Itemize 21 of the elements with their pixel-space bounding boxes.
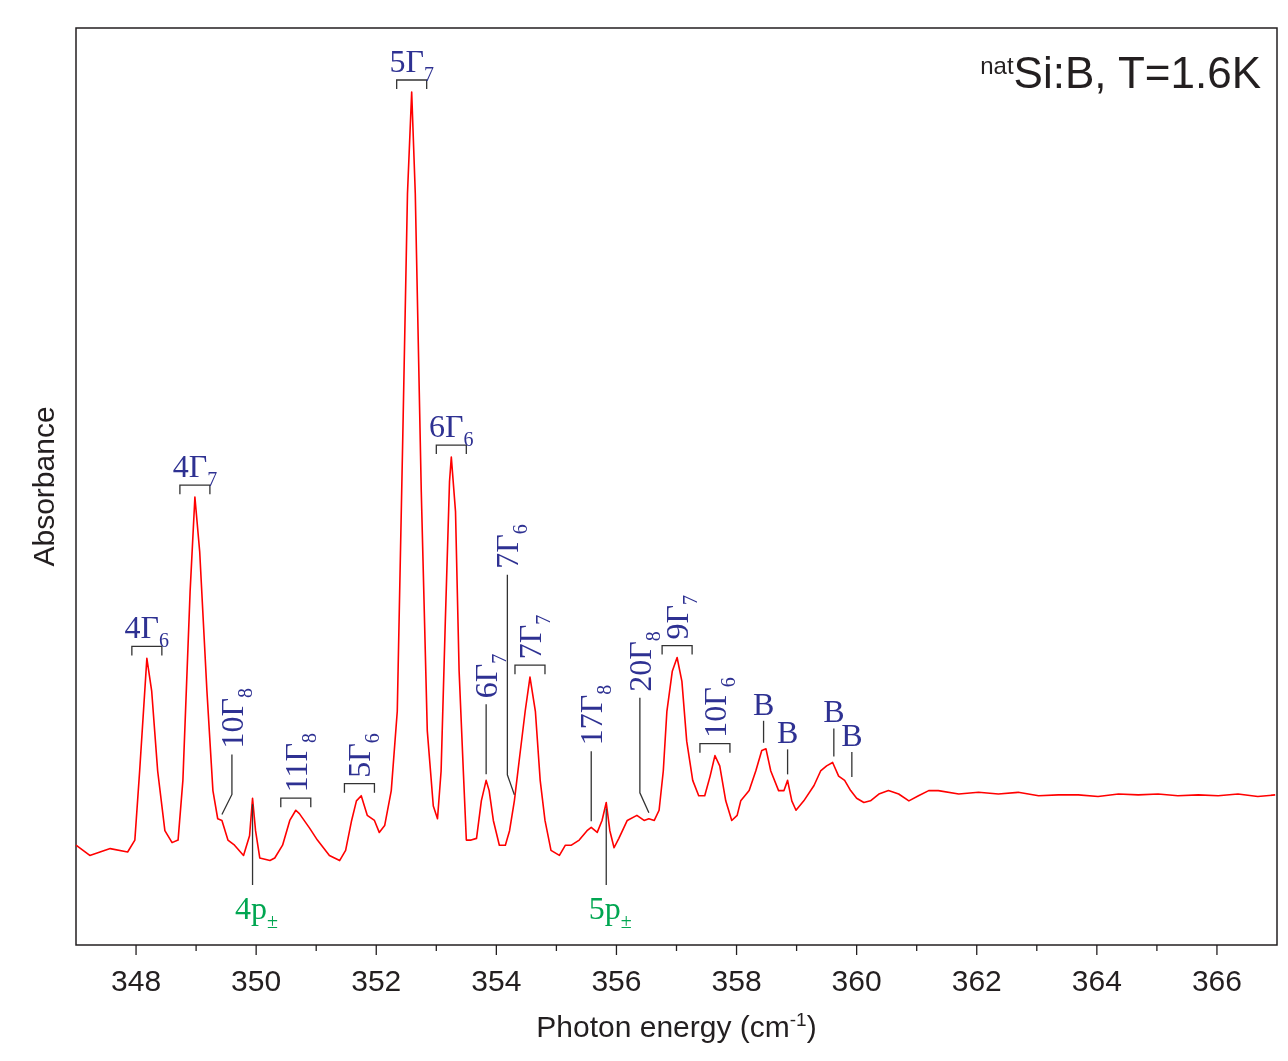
annotation: B: [776, 714, 799, 751]
x-tick-label: 360: [831, 964, 882, 997]
x-tick-label: 356: [591, 964, 642, 997]
x-tick-label: 362: [951, 964, 1002, 997]
x-tick-label: 354: [471, 964, 522, 997]
annotation: 6Γ$_{6}$: [429, 408, 474, 451]
x-tick-label: 350: [231, 964, 282, 997]
x-tick-label: 352: [351, 964, 402, 997]
x-tick-label: 364: [1071, 964, 1122, 997]
annotation: $^{nat}$Si:B, T=1.6K: [980, 48, 1261, 97]
x-tick-label: 366: [1191, 964, 1242, 997]
annotation: 4Γ$_{7}$: [172, 448, 218, 491]
x-axis-title: Photon energy (cm$^{-1}$): [536, 1008, 817, 1043]
annotation: 5Γ$_{7}$: [389, 42, 434, 85]
annotation: 4Γ$_{6}$: [124, 609, 170, 652]
annotation: 4p$_{±}$: [235, 890, 279, 932]
x-tick-label: 348: [111, 964, 162, 997]
annotation: 5p$_{±}$: [588, 890, 632, 932]
annotation: B: [752, 685, 775, 722]
y-axis-title: Absorbance: [27, 406, 60, 567]
x-tick-label: 358: [711, 964, 762, 997]
